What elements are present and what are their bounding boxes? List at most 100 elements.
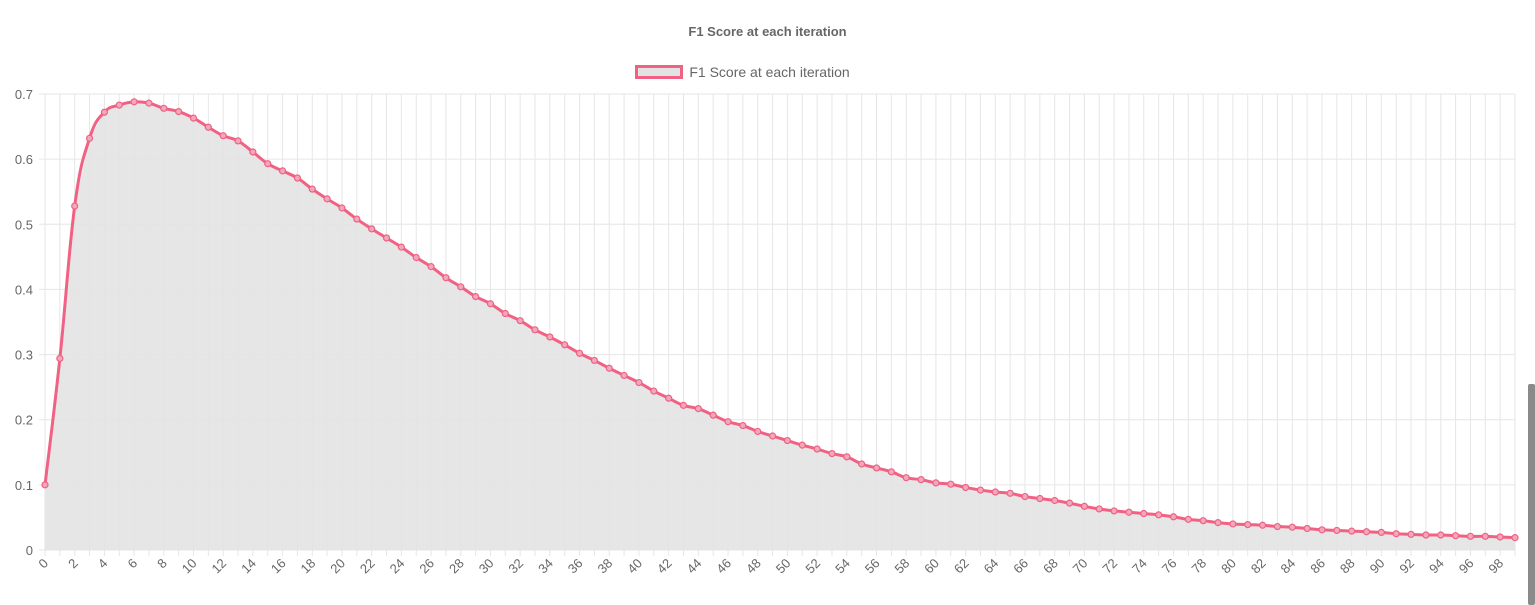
data-point [887, 468, 895, 476]
data-point [56, 354, 64, 363]
x-tick-label: 76 [1159, 556, 1180, 577]
data-point [368, 225, 376, 233]
data-point [1496, 533, 1504, 541]
data-point [917, 476, 925, 484]
x-tick-label: 80 [1218, 556, 1239, 577]
scrollbar[interactable] [1528, 384, 1535, 605]
x-tick-label: 54 [832, 556, 853, 577]
data-point [278, 167, 287, 175]
x-tick-label: 52 [802, 556, 823, 577]
x-tick-label: 96 [1456, 556, 1477, 577]
x-tick-label: 6 [124, 556, 140, 572]
data-point [902, 474, 910, 482]
data-point [754, 427, 762, 436]
data-point [1214, 519, 1222, 527]
data-point [516, 317, 524, 325]
data-point [353, 215, 361, 223]
x-tick-label: 32 [505, 556, 526, 577]
data-point [561, 341, 569, 349]
x-tick-label: 86 [1307, 556, 1328, 577]
y-tick-label: 0.3 [15, 348, 33, 363]
data-point [130, 98, 138, 106]
data-point [828, 449, 836, 458]
data-point [338, 204, 346, 212]
data-point [976, 486, 985, 494]
data-point [709, 411, 717, 419]
data-point [858, 460, 866, 468]
x-tick-label: 88 [1337, 556, 1358, 577]
data-point [175, 107, 183, 116]
y-tick-label: 0.4 [15, 282, 33, 297]
data-point [1051, 496, 1059, 505]
data-point [1258, 521, 1267, 529]
legend[interactable]: F1 Score at each iteration [0, 64, 1535, 80]
x-tick-label: 30 [476, 556, 497, 577]
y-tick-label: 0.2 [15, 413, 33, 428]
data-point [798, 441, 806, 449]
x-tick-label: 66 [1010, 556, 1031, 577]
y-tick-label: 0.5 [15, 217, 33, 232]
x-tick-label: 48 [743, 556, 764, 577]
x-tick-label: 90 [1367, 556, 1388, 577]
data-point [1006, 489, 1014, 497]
data-point [1229, 520, 1237, 528]
y-tick-label: 0.7 [15, 87, 33, 102]
data-point [1184, 515, 1192, 523]
x-tick-label: 68 [1040, 556, 1061, 577]
data-point [1362, 528, 1371, 536]
x-tick-label: 50 [773, 556, 794, 577]
data-point [1481, 532, 1489, 540]
data-point [264, 160, 272, 168]
y-tick-label: 0.6 [15, 152, 33, 167]
data-point [962, 483, 970, 492]
data-point [590, 356, 598, 365]
x-tick-label: 8 [154, 556, 170, 572]
data-point [219, 132, 227, 140]
legend-swatch [635, 65, 684, 79]
x-tick-label: 26 [416, 556, 437, 577]
data-point [1080, 502, 1088, 510]
data-point [1065, 499, 1074, 507]
data-point [1437, 531, 1445, 539]
data-point [813, 445, 821, 453]
data-point [160, 104, 168, 112]
x-tick-label: 4 [95, 556, 111, 572]
x-tick-label: 72 [1099, 556, 1120, 577]
data-point [100, 108, 108, 116]
x-tick-label: 62 [951, 556, 972, 577]
data-point [694, 405, 702, 413]
x-tick-label: 92 [1396, 556, 1417, 577]
data-point [635, 378, 643, 387]
data-point [1244, 520, 1252, 529]
x-tick-label: 22 [357, 556, 378, 577]
data-point [1466, 532, 1475, 540]
x-tick-label: 42 [654, 556, 675, 577]
data-point [1125, 508, 1133, 516]
chart-title: F1 Score at each iteration [688, 24, 847, 39]
data-point [1199, 517, 1207, 525]
data-point [382, 234, 391, 242]
data-point [41, 481, 49, 489]
x-tick-label: 10 [179, 556, 200, 577]
data-point [531, 326, 539, 334]
x-tick-label: 36 [565, 556, 586, 577]
data-point [1422, 531, 1430, 539]
x-tick-label: 12 [208, 556, 229, 577]
data-point [85, 134, 94, 142]
data-point [1452, 532, 1460, 540]
data-point [189, 114, 198, 122]
data-point [1392, 530, 1400, 538]
data-point [872, 464, 881, 472]
data-point [724, 418, 732, 426]
x-tick-label: 56 [862, 556, 883, 577]
data-point [768, 432, 777, 440]
legend-label: F1 Score at each iteration [689, 64, 850, 80]
data-point [1333, 526, 1341, 535]
x-tick-label: 28 [446, 556, 467, 577]
data-point [323, 195, 331, 203]
data-point [71, 202, 79, 210]
x-tick-label: 82 [1248, 556, 1269, 577]
data-point [991, 488, 999, 496]
